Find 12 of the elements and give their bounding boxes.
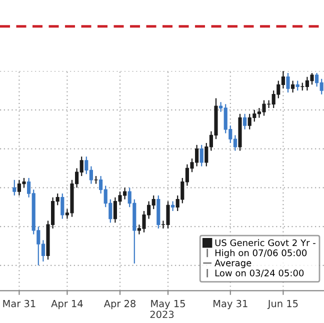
candlestick — [94, 175, 98, 184]
annotation: Average — [214, 260, 252, 268]
x-tick-label: Jun 15 — [267, 300, 298, 310]
x-tick-label: May 31 — [214, 300, 248, 310]
annotation: High on 07/06 05:00 — [215, 249, 307, 258]
x-tick-label: Apr 14 — [51, 300, 83, 310]
x-tick-label: Mar 31 — [3, 300, 36, 308]
x-tick-label: Apr 28 — [104, 300, 136, 310]
legend-label: US Generic Govt 2 Yr - — [215, 239, 316, 246]
text: Low on 03/24 05:00 — [215, 270, 304, 278]
x-tick-label: May 15 — [151, 300, 185, 310]
x-axis-title: 2023 — [150, 310, 174, 318]
